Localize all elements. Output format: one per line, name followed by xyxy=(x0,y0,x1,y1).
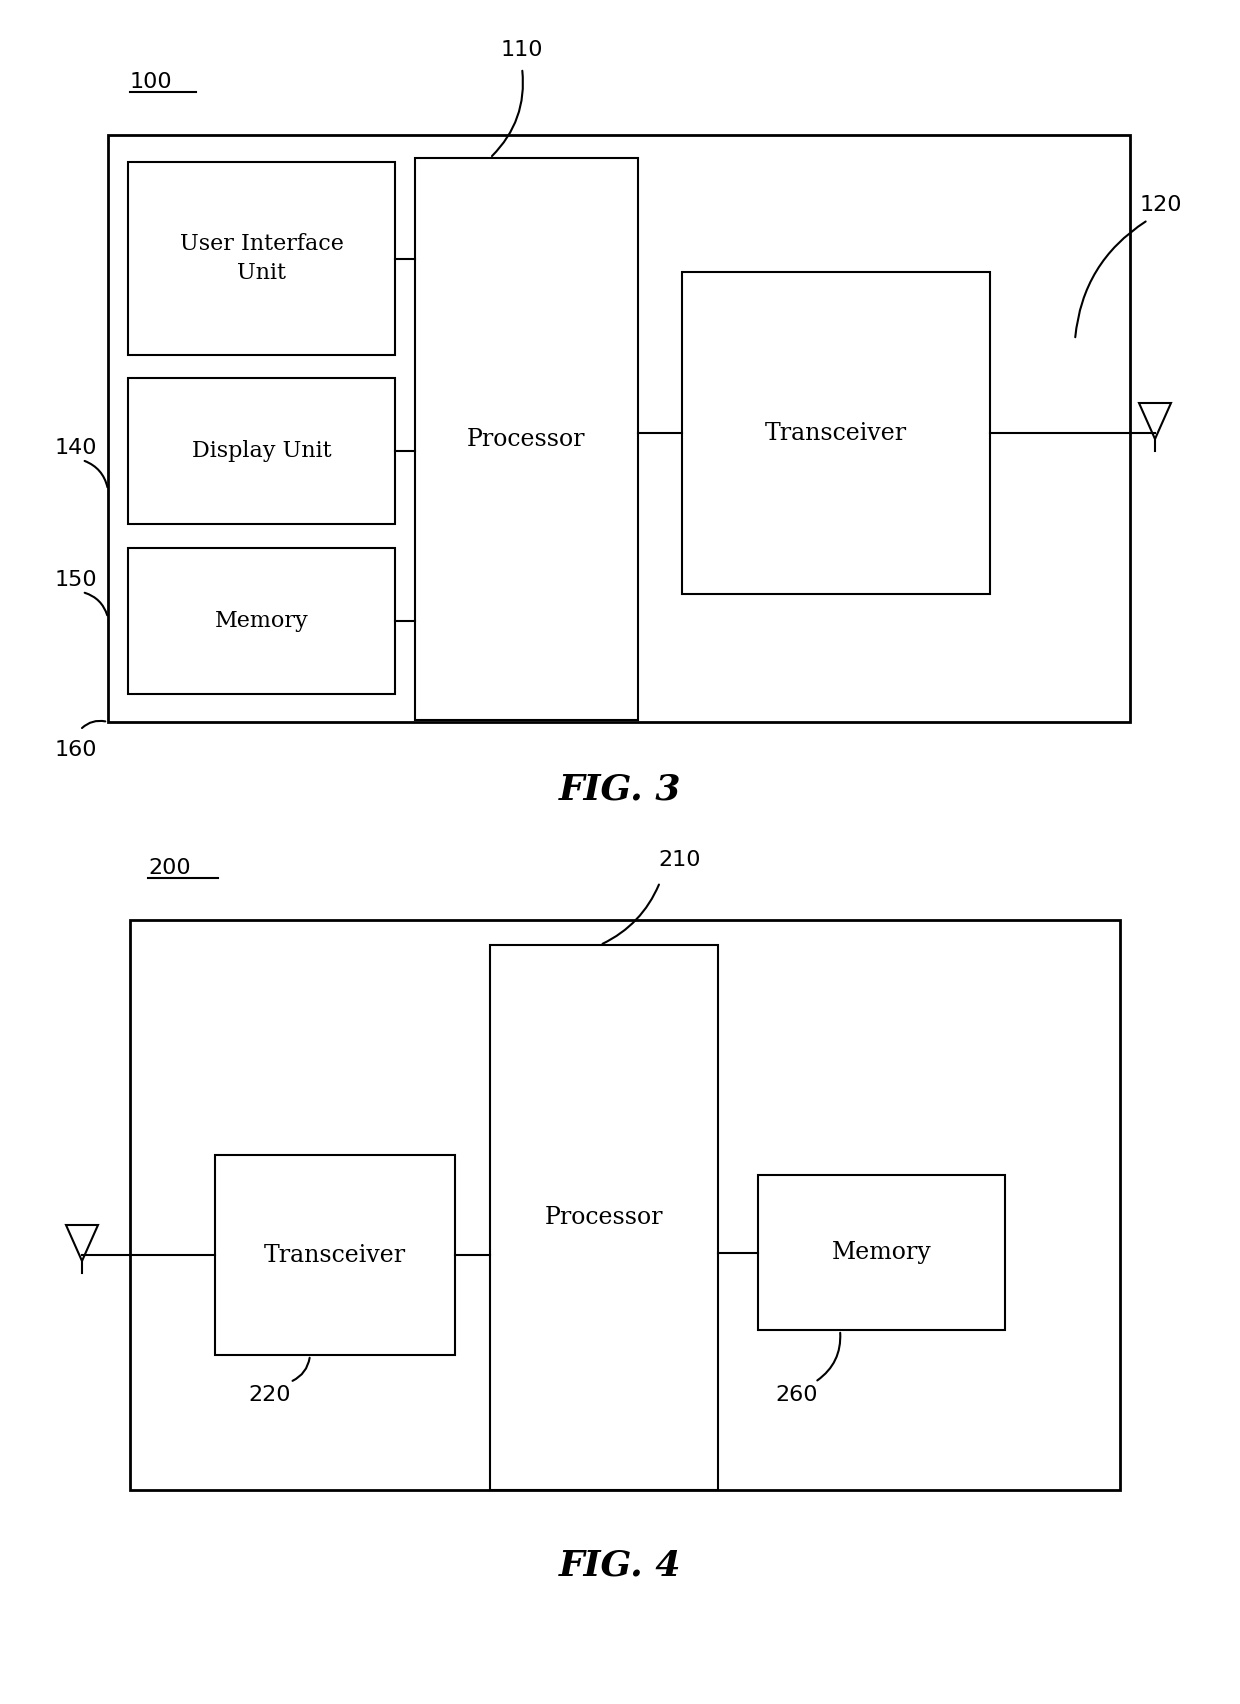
Bar xyxy=(130,920,1120,1489)
Text: 120: 120 xyxy=(1140,194,1183,215)
Text: Memory: Memory xyxy=(832,1241,931,1264)
Bar xyxy=(415,158,639,721)
Bar xyxy=(128,162,396,354)
Bar xyxy=(682,273,990,595)
Text: 210: 210 xyxy=(658,850,701,871)
Text: Display Unit: Display Unit xyxy=(192,440,331,462)
Text: 220: 220 xyxy=(248,1385,290,1406)
Text: Transceiver: Transceiver xyxy=(765,421,908,445)
Bar xyxy=(215,1155,455,1355)
Bar xyxy=(128,549,396,694)
Text: 100: 100 xyxy=(130,72,172,92)
Text: Processor: Processor xyxy=(467,428,585,450)
Text: Processor: Processor xyxy=(544,1206,663,1229)
Bar xyxy=(490,946,718,1489)
Text: 140: 140 xyxy=(55,438,98,458)
Bar xyxy=(108,135,1130,722)
Bar xyxy=(758,1176,1004,1331)
Text: 160: 160 xyxy=(55,740,98,760)
Text: FIG. 3: FIG. 3 xyxy=(559,774,681,808)
Text: 200: 200 xyxy=(148,859,191,878)
Text: 150: 150 xyxy=(55,571,98,590)
Text: 260: 260 xyxy=(775,1385,817,1406)
Text: 110: 110 xyxy=(501,39,543,60)
Text: Transceiver: Transceiver xyxy=(264,1244,405,1266)
Text: FIG. 4: FIG. 4 xyxy=(559,1547,681,1581)
Text: Memory: Memory xyxy=(215,610,309,632)
Text: User Interface
Unit: User Interface Unit xyxy=(180,233,343,285)
Bar xyxy=(128,378,396,525)
